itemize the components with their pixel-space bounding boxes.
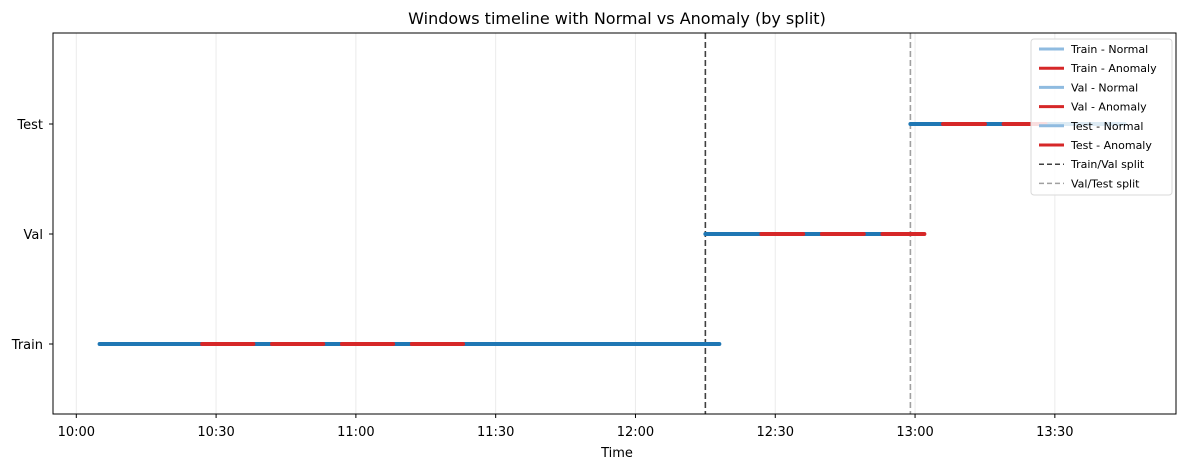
x-axis-label: Time	[600, 446, 633, 461]
legend-label: Test - Anomaly	[1070, 139, 1152, 152]
x-tick-label: 13:30	[1036, 425, 1073, 440]
legend: Train - Normal Train - Anomaly Val - Norma…	[1030, 38, 1173, 196]
legend-label: Val - Anomaly	[1071, 101, 1147, 114]
x-tick-label: 11:30	[477, 425, 514, 440]
x-tick-label: 11:00	[337, 425, 374, 440]
x-tick-label: 13:00	[896, 425, 933, 440]
legend-label: Val - Normal	[1071, 81, 1138, 94]
legend-label: Train - Anomaly	[1070, 62, 1157, 75]
x-tick-label: 12:00	[617, 425, 654, 440]
y-tick-label: Test	[16, 118, 43, 133]
y-ticks: Train Val Test	[11, 118, 53, 353]
legend-box	[1030, 38, 1173, 196]
x-tick-label: 10:30	[197, 425, 234, 440]
axes-frame	[52, 32, 1177, 415]
legend-label: Train - Normal	[1070, 43, 1148, 56]
y-tick-label: Train	[11, 338, 43, 353]
x-tick-label: 12:30	[757, 425, 794, 440]
split-lines	[704, 33, 912, 414]
grid-lines	[75, 33, 1056, 414]
legend-label: Test - Normal	[1070, 120, 1143, 133]
x-ticks: 10:00 10:30 11:00 11:30 12:00 12:30 13:00 13:30	[58, 414, 1074, 440]
y-tick-label: Val	[24, 228, 43, 243]
series-segments	[97, 122, 1127, 346]
legend-label: Train/Val split	[1070, 158, 1145, 171]
x-tick-label: 10:00	[58, 425, 95, 440]
legend-label: Val/Test split	[1071, 177, 1140, 190]
chart-title: Windows timeline with Normal vs Anomaly …	[408, 9, 826, 28]
